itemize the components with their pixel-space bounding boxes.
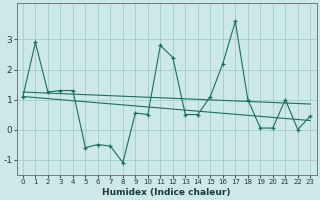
X-axis label: Humidex (Indice chaleur): Humidex (Indice chaleur) bbox=[102, 188, 231, 197]
